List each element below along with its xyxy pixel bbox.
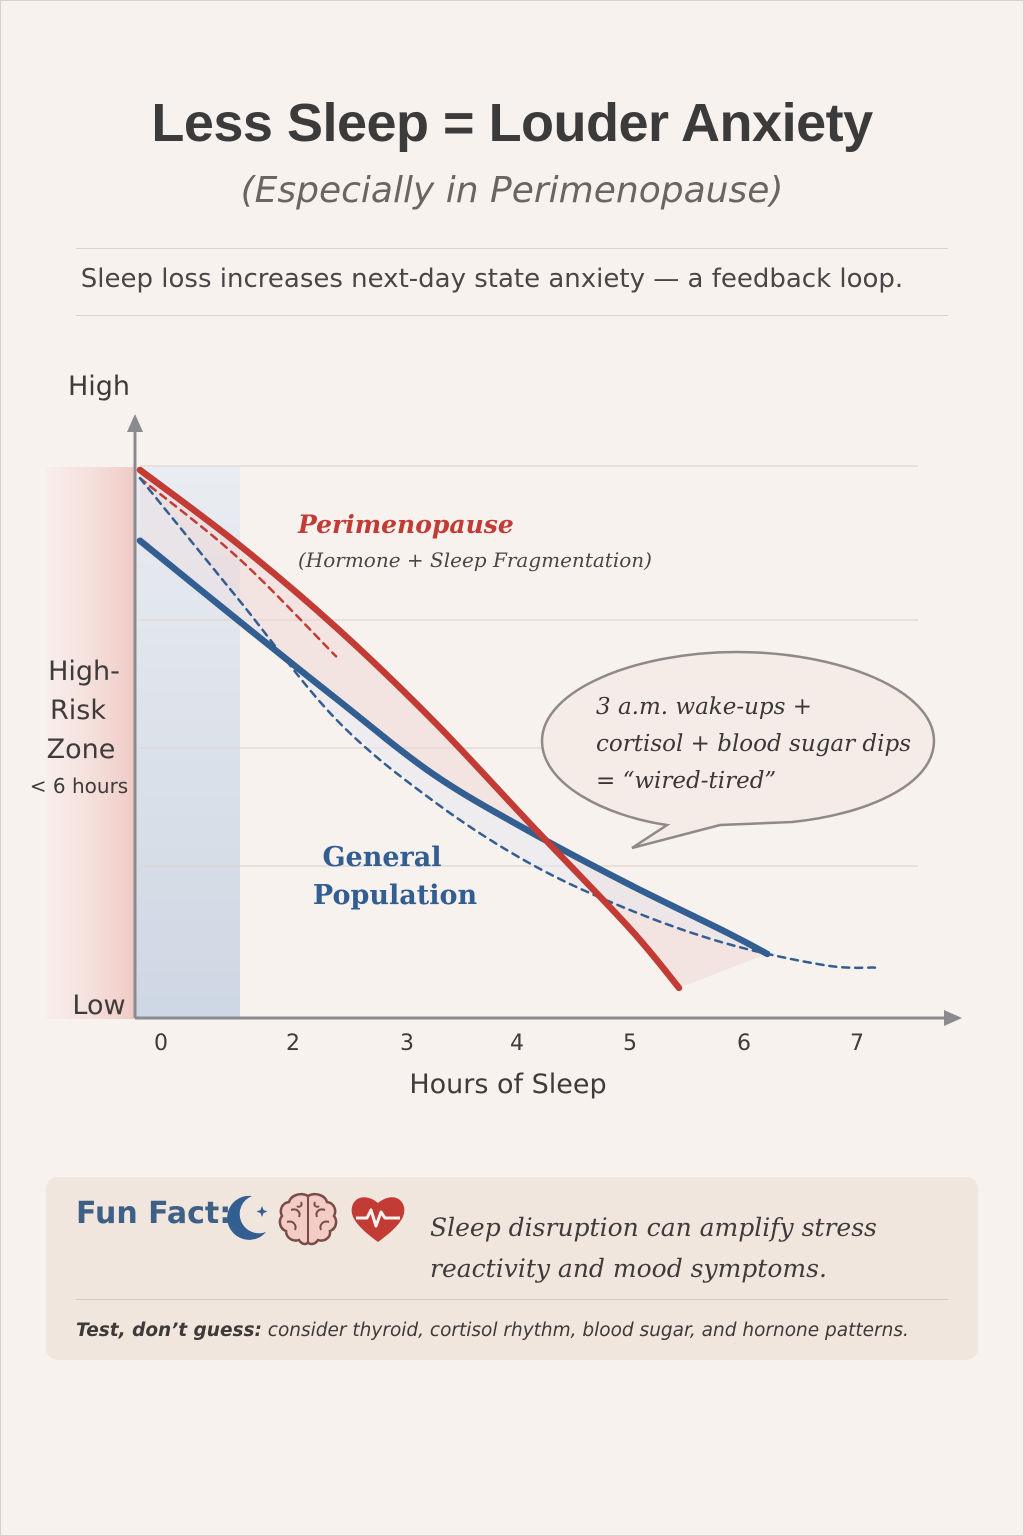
x-axis-title: Hours of Sleep	[409, 1069, 606, 1100]
anxiety-chart: High Low 0 2 3 4 5 6 7 Hours of Sleep High- Ri…	[30, 371, 962, 1100]
callout-line-1: 3 a.m. wake-ups +	[596, 694, 812, 720]
perimenopause-gap-fill	[140, 470, 768, 988]
general-population-label-line-2: Population	[313, 880, 478, 911]
fun-fact-panel	[46, 1177, 978, 1360]
heart-pulse-icon	[351, 1197, 405, 1242]
fun-fact-text: Sleep disruption can amplify stress reac…	[430, 1213, 877, 1283]
x-axis-arrow	[944, 1010, 962, 1026]
x-tick-label: 6	[737, 1031, 751, 1056]
x-tick-label: 0	[154, 1031, 168, 1056]
divider-bottom	[76, 315, 948, 316]
perimenopause-label: Perimenopause	[297, 510, 514, 539]
fun-fact-note-bold: Test, don’t guess:	[76, 1320, 262, 1341]
moon-icon	[227, 1195, 268, 1240]
x-tick-label: 7	[850, 1031, 864, 1056]
brain-icon	[278, 1193, 338, 1246]
x-tick-label: 2	[286, 1031, 300, 1056]
risk-zone-line-1: High-	[48, 656, 120, 687]
risk-zone-line-3: Zone	[47, 734, 116, 765]
tagline: Sleep loss increases next-day state anxi…	[80, 264, 904, 294]
callout-line-2: cortisol + blood sugar dips	[596, 731, 911, 757]
divider-top	[76, 248, 948, 249]
callout-shape	[540, 650, 936, 850]
page-title: Less Sleep = Louder Anxiety	[151, 93, 873, 153]
page-subtitle: (Especially in Perimenopause)	[240, 170, 784, 211]
callout-bubble: 3 a.m. wake-ups + cortisol + blood sugar…	[540, 650, 936, 850]
fun-fact-note: Test, don’t guess: consider thyroid, cor…	[76, 1320, 956, 1341]
y-axis-high-label: High	[68, 371, 130, 402]
risk-zone-shade	[46, 467, 135, 1019]
x-tick-label: 3	[400, 1031, 414, 1056]
y-axis-arrow	[127, 414, 143, 432]
fun-fact-note-text: consider thyroid, cortisol rhythm, blood…	[261, 1320, 909, 1341]
series-line-perimenopause-trend	[138, 476, 338, 658]
perimenopause-sublabel: (Hormone + Sleep Fragmentation)	[298, 548, 652, 572]
y-axis-low-label: Low	[72, 990, 125, 1021]
fun-fact-divider	[76, 1299, 948, 1300]
callout-line-3: = “wired-tired”	[596, 768, 776, 794]
risk-zone-line-2: Risk	[50, 695, 106, 726]
series-line-general-population	[136, 537, 771, 958]
general-population-label-line-1: General	[322, 842, 441, 873]
risk-zone-detail: < 6 hours	[30, 774, 128, 798]
series-line-perimenopause	[136, 466, 683, 992]
x-tick-label: 4	[510, 1031, 524, 1056]
x-tick-label: 5	[623, 1031, 637, 1056]
fun-fact-label: Fun Fact:	[76, 1196, 232, 1231]
